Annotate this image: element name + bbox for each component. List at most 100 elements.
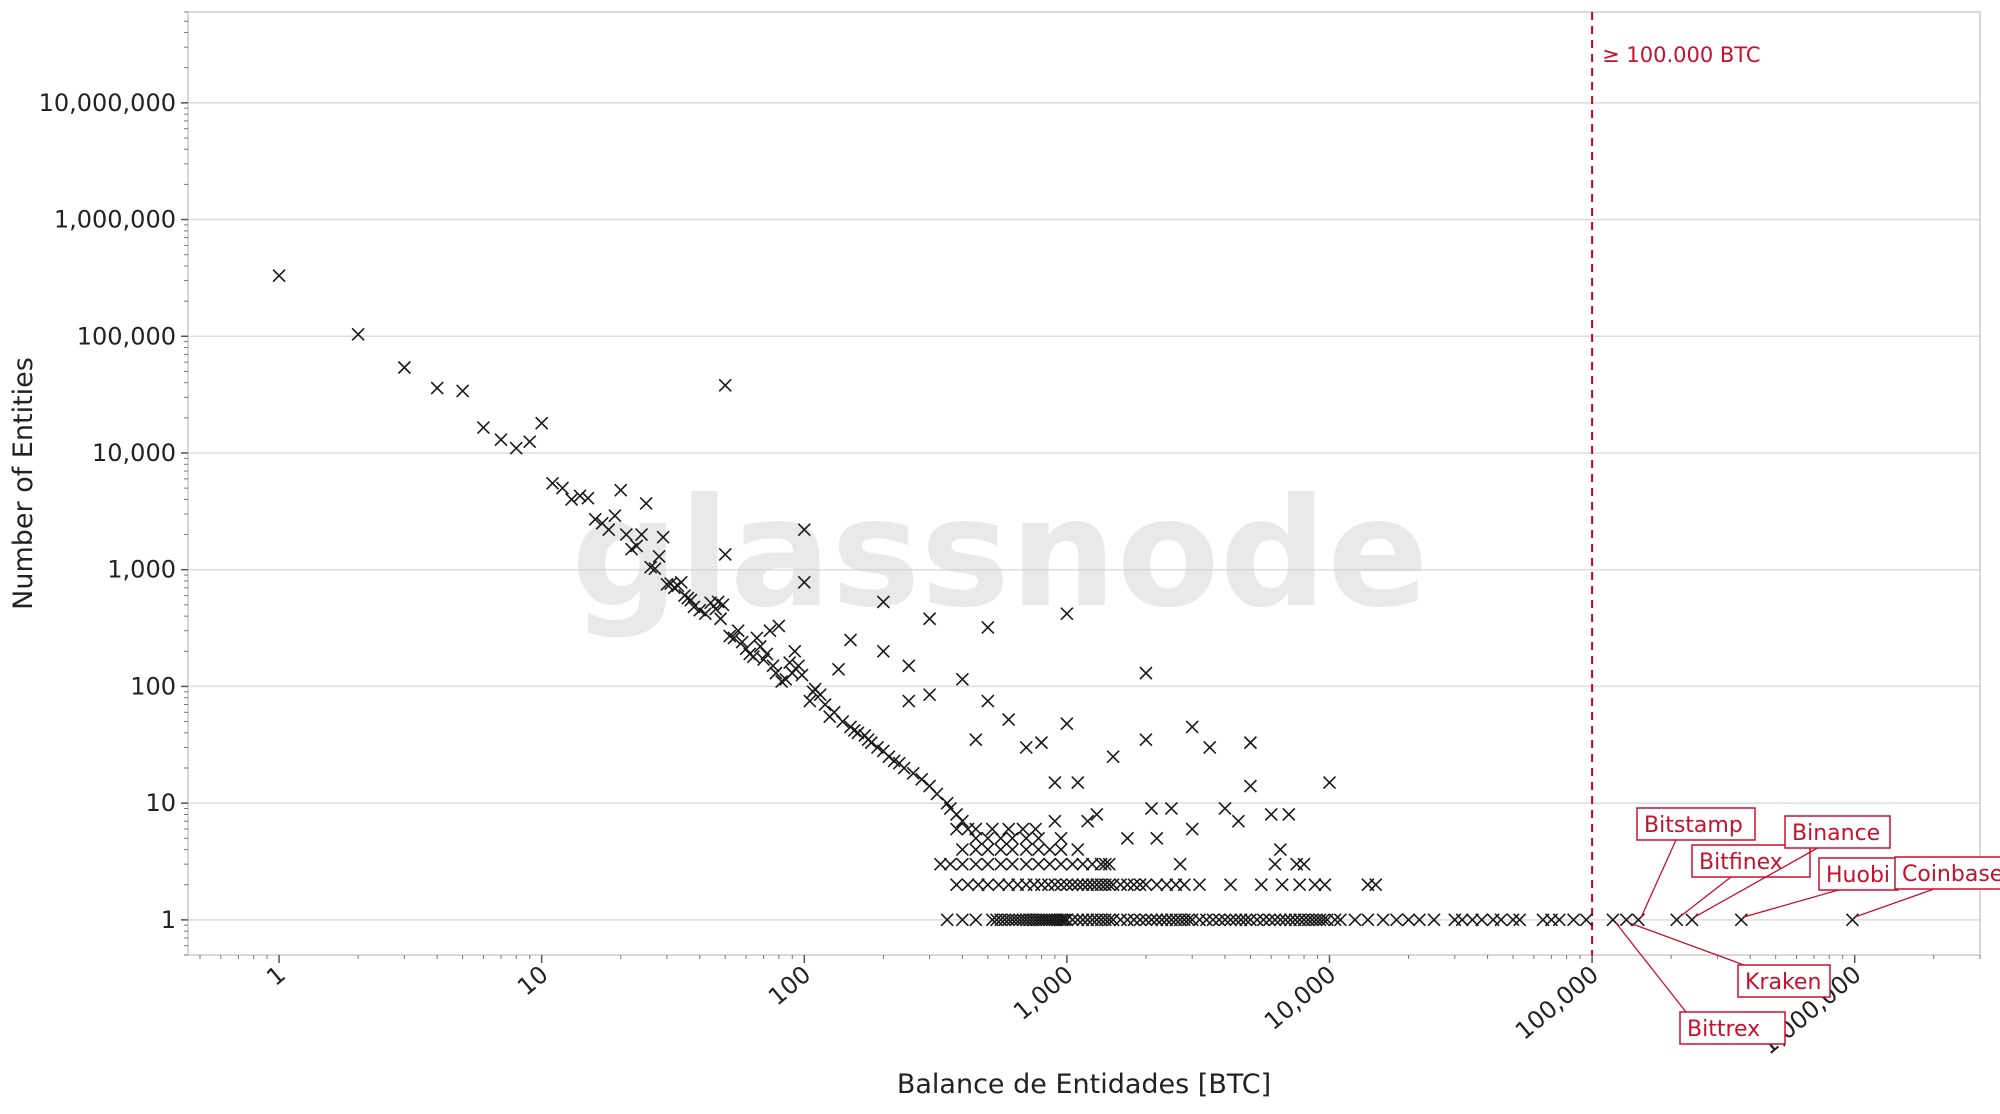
data-point xyxy=(456,384,470,398)
data-point xyxy=(1034,878,1049,892)
data-point xyxy=(1106,878,1120,892)
y-tick-label: 1,000,000 xyxy=(54,206,176,234)
data-point xyxy=(684,593,698,607)
data-point xyxy=(1048,878,1062,892)
data-point xyxy=(1139,878,1153,892)
data-point xyxy=(897,761,911,775)
data-point xyxy=(634,528,649,542)
x-tick-label: 1,000 xyxy=(1008,960,1079,1026)
data-point xyxy=(969,822,983,836)
data-point xyxy=(1043,857,1057,871)
data-point xyxy=(1102,878,1116,892)
data-point xyxy=(797,575,811,589)
y-axis-ticks: 1 10 100 1,000 10,000 100,000 1,000,000 10,000,… xyxy=(39,11,188,956)
data-point xyxy=(1427,913,1441,927)
data-point xyxy=(943,857,957,871)
data-point xyxy=(630,539,644,553)
data-point xyxy=(1243,913,1258,927)
annotation-label: Bitstamp xyxy=(1644,813,1743,838)
data-point xyxy=(667,581,681,595)
data-point xyxy=(791,659,805,673)
data-point xyxy=(1218,913,1232,927)
annotation-leader xyxy=(1744,889,1839,918)
data-point xyxy=(674,575,688,589)
y-tick-label: 100,000 xyxy=(77,322,176,350)
data-point xyxy=(1127,878,1141,892)
data-point xyxy=(981,857,995,871)
annotation-label: Coinbase xyxy=(1902,862,2000,887)
data-point xyxy=(1002,822,1016,836)
data-point xyxy=(1019,857,1033,871)
data-point xyxy=(769,666,783,680)
data-point xyxy=(1475,913,1489,927)
data-point xyxy=(1278,913,1293,927)
data-point xyxy=(1029,822,1043,836)
data-point xyxy=(1127,913,1141,927)
data-point xyxy=(760,647,774,661)
data-point xyxy=(648,562,662,576)
annotations: Bitstamp Bitfinex Binance Huobi Coinbase Krak… xyxy=(1615,807,2000,1045)
data-point xyxy=(1019,740,1033,755)
annotation-leader xyxy=(1694,847,1818,918)
data-point xyxy=(1262,913,1276,927)
data-point xyxy=(660,577,674,591)
data-point xyxy=(652,549,666,563)
data-point xyxy=(272,269,286,283)
annotation-box xyxy=(1679,1011,1786,1045)
data-point xyxy=(1348,913,1362,927)
data-point xyxy=(1256,913,1270,927)
data-point xyxy=(1173,857,1187,871)
data-point xyxy=(565,492,579,506)
data-point xyxy=(1376,913,1390,927)
data-point xyxy=(1552,913,1566,927)
data-point xyxy=(1019,913,1033,927)
data-point xyxy=(573,489,587,503)
data-point xyxy=(1139,913,1153,927)
data-point xyxy=(351,327,365,341)
data-point xyxy=(1239,913,1253,927)
data-point xyxy=(1293,878,1307,892)
data-point xyxy=(1144,801,1159,816)
data-point xyxy=(1273,843,1287,857)
data-point xyxy=(1169,878,1183,892)
data-point xyxy=(1250,913,1264,927)
data-point xyxy=(902,694,916,708)
data-point xyxy=(1060,913,1074,927)
annotation-box xyxy=(1818,857,1899,891)
data-point xyxy=(949,878,964,892)
annotation-box xyxy=(1691,844,1811,878)
y-tick-label: 1,000 xyxy=(107,556,176,584)
plot-frame xyxy=(187,11,1981,956)
data-point xyxy=(1223,878,1238,892)
data-point xyxy=(1090,807,1104,822)
data-point xyxy=(1120,878,1134,892)
data-point xyxy=(1055,913,1069,927)
data-point xyxy=(1048,814,1062,828)
data-point xyxy=(1155,913,1169,927)
y-axis-title: Number of Entities xyxy=(8,357,39,610)
data-point xyxy=(1016,822,1030,836)
y-tick-label: 100 xyxy=(130,672,176,700)
data-point xyxy=(994,857,1008,871)
data-point xyxy=(876,644,890,658)
data-point xyxy=(1002,713,1016,727)
data-point xyxy=(723,629,737,643)
data-point xyxy=(1282,807,1296,822)
data-point xyxy=(1465,913,1479,927)
y-tick-label: 10 xyxy=(145,789,176,817)
data-point xyxy=(1034,736,1049,750)
data-point xyxy=(923,612,937,626)
data-point xyxy=(1218,801,1232,816)
data-point xyxy=(955,814,969,828)
data-point xyxy=(1243,779,1258,793)
data-point xyxy=(746,650,760,664)
data-point xyxy=(969,857,983,871)
data-point xyxy=(955,672,969,686)
data-point xyxy=(795,668,809,682)
data-point xyxy=(1231,814,1245,828)
data-point xyxy=(476,421,490,435)
data-point xyxy=(1243,736,1258,750)
data-point xyxy=(619,528,633,542)
data-point xyxy=(1060,607,1074,621)
data-point xyxy=(902,659,916,673)
